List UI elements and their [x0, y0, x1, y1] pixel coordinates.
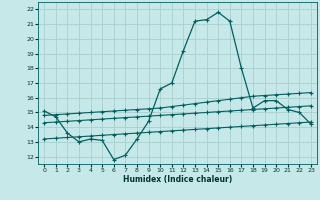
- X-axis label: Humidex (Indice chaleur): Humidex (Indice chaleur): [123, 175, 232, 184]
